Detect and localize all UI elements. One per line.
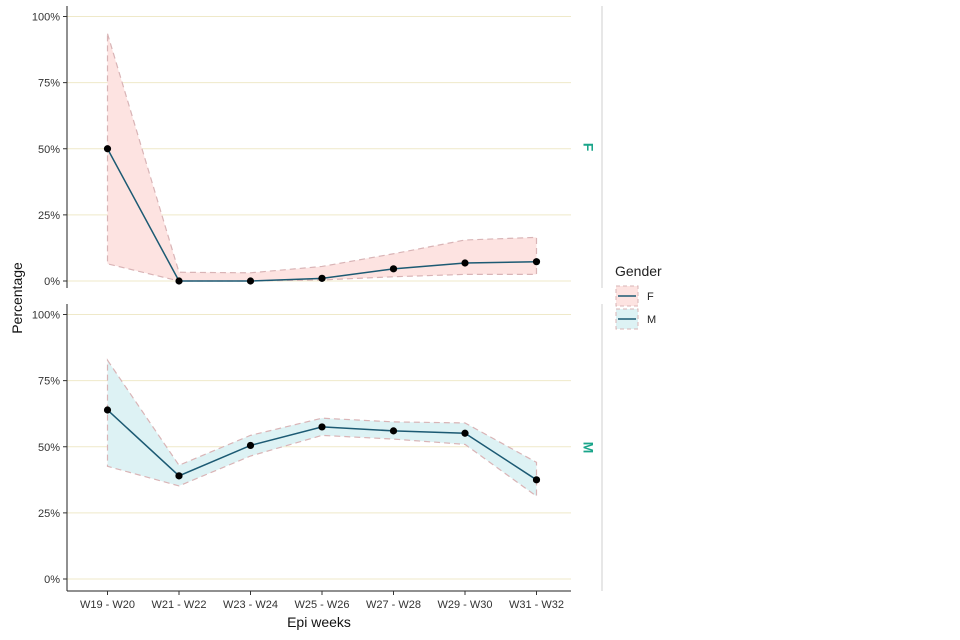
legend: Gender FM bbox=[615, 263, 662, 330]
panel-F: 0% 25% 50% 75% 100% F bbox=[32, 6, 603, 288]
data-point-F-1 bbox=[175, 277, 183, 285]
data-point-M-0 bbox=[103, 406, 112, 414]
y-tick-label-M-0: 0% bbox=[44, 574, 60, 586]
data-point-F-2 bbox=[246, 277, 255, 285]
y-axis-title: Percentage bbox=[9, 262, 25, 334]
x-tick-label-3: W25 - W26 bbox=[294, 599, 349, 611]
y-tick-label-M-25: 25% bbox=[38, 508, 60, 520]
x-axis-title: Epi weeks bbox=[287, 614, 351, 630]
strip-label-M: M bbox=[580, 442, 596, 454]
panel-M: 0% 25% 50% 75% 100% M bbox=[32, 304, 603, 591]
y-tick-label-M-100: 100% bbox=[32, 310, 60, 322]
data-point-M-1 bbox=[175, 472, 183, 480]
y-tick-label-F-25: 25% bbox=[38, 210, 60, 222]
data-point-F-5 bbox=[461, 259, 469, 267]
data-point-M-5 bbox=[461, 429, 469, 437]
x-tick-label-0: W19 - W20 bbox=[80, 599, 135, 611]
data-point-F-0 bbox=[103, 145, 112, 153]
y-tick-label-M-50: 50% bbox=[38, 442, 60, 454]
data-point-F-6 bbox=[532, 258, 541, 266]
x-tick-label-4: W27 - W28 bbox=[366, 599, 421, 611]
y-tick-label-M-75: 75% bbox=[38, 376, 60, 388]
x-tick-label-2: W23 - W24 bbox=[223, 599, 278, 611]
data-point-M-4 bbox=[389, 427, 398, 435]
y-tick-label-F-75: 75% bbox=[38, 78, 60, 90]
data-point-M-3 bbox=[318, 423, 326, 431]
x-tick-label-6: W31 - W32 bbox=[509, 599, 564, 611]
y-tick-label-F-0: 0% bbox=[44, 276, 60, 288]
strip-label-F: F bbox=[580, 143, 596, 152]
y-tick-label-F-100: 100% bbox=[32, 12, 60, 24]
legend-title: Gender bbox=[615, 263, 662, 279]
legend-label-M: M bbox=[647, 314, 656, 326]
x-tick-label-5: W29 - W30 bbox=[437, 599, 492, 611]
data-point-M-2 bbox=[246, 441, 255, 450]
y-tick-label-F-50: 50% bbox=[38, 144, 60, 156]
ci-band-F bbox=[106, 33, 538, 282]
data-point-F-4 bbox=[389, 265, 398, 273]
data-point-M-6 bbox=[532, 476, 541, 484]
x-tick-label-1: W21 - W22 bbox=[151, 599, 206, 611]
legend-label-F: F bbox=[647, 291, 654, 303]
data-point-F-3 bbox=[318, 274, 326, 282]
